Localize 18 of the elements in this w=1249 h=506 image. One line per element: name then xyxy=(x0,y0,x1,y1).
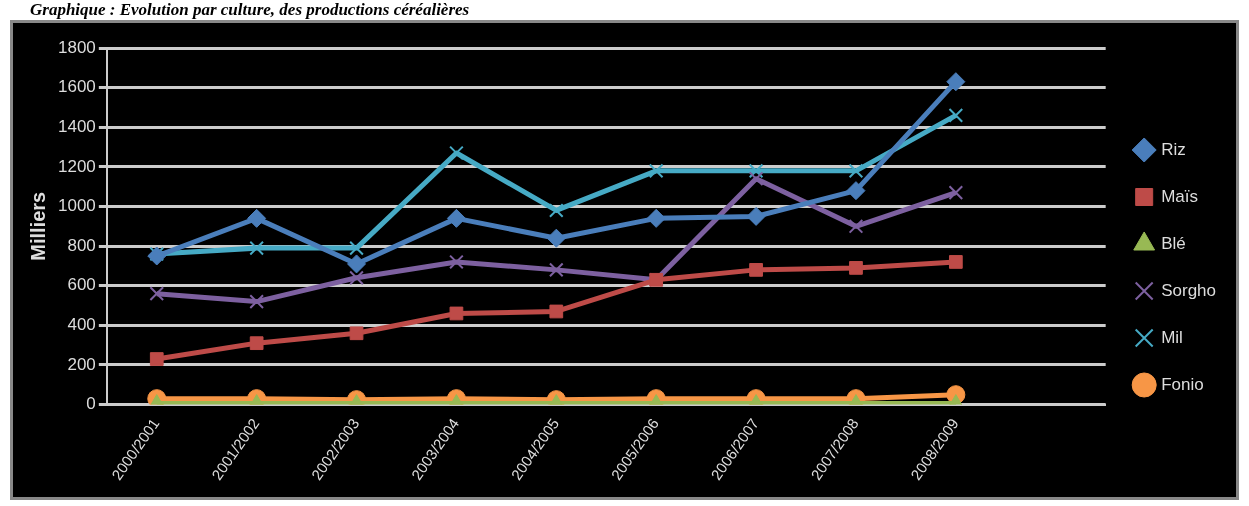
legend-label: Mil xyxy=(1161,327,1183,347)
legend-label: Maïs xyxy=(1161,186,1199,206)
chart-title: Graphique : Evolution par culture, des productions céréalières xyxy=(29,0,471,20)
y-tick-label: 1000 xyxy=(57,196,96,216)
y-tick-label: 600 xyxy=(67,275,96,295)
legend-label: Fonio xyxy=(1161,374,1204,394)
y-axis-title: Milliers xyxy=(26,191,49,261)
legend-label: Riz xyxy=(1161,139,1186,159)
y-tick-label: 1400 xyxy=(57,116,96,136)
y-tick-label: 1600 xyxy=(57,77,96,97)
y-tick-label: 400 xyxy=(67,315,96,335)
legend-label: Sorgho xyxy=(1161,280,1217,300)
y-tick-label: 1200 xyxy=(57,156,96,176)
y-tick-label: 0 xyxy=(86,394,96,414)
y-tick-label: 800 xyxy=(67,235,96,255)
y-tick-label: 1800 xyxy=(57,37,96,57)
y-tick-label: 200 xyxy=(67,354,96,374)
legend-label: Blé xyxy=(1161,233,1186,253)
